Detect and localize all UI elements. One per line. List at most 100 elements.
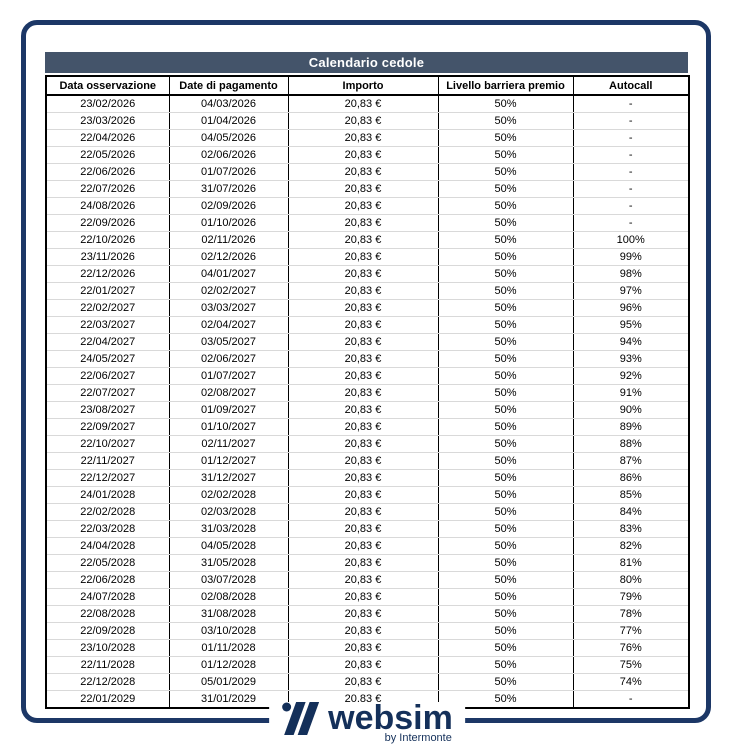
table-row: 22/06/2028 03/07/2028 20,83 € 50% 80% — [45, 571, 690, 589]
cell-data-osservazione: 22/12/2027 — [45, 469, 170, 487]
cell-importo: 20,83 € — [287, 622, 439, 640]
table-row: 22/02/2028 02/03/2028 20,83 € 50% 84% — [45, 503, 690, 521]
cell-barriera-premio: 50% — [437, 350, 574, 368]
cell-barriera-premio: 50% — [437, 503, 574, 521]
cell-importo: 20,83 € — [287, 316, 439, 334]
table-row: 23/08/2027 01/09/2027 20,83 € 50% 90% — [45, 401, 690, 419]
cell-importo: 20,83 € — [287, 469, 439, 487]
cell-data-osservazione: 22/04/2027 — [45, 333, 170, 351]
cell-data-osservazione: 22/01/2029 — [45, 690, 170, 708]
table-row: 22/04/2027 03/05/2027 20,83 € 50% 94% — [45, 333, 690, 351]
cell-data-osservazione: 22/05/2028 — [45, 554, 170, 572]
cell-importo: 20,83 € — [287, 656, 439, 674]
cell-importo: 20,83 € — [287, 299, 439, 317]
cell-data-osservazione: 23/11/2026 — [45, 248, 170, 266]
cell-autocall: - — [572, 129, 690, 147]
table-row: 24/04/2028 04/05/2028 20,83 € 50% 82% — [45, 537, 690, 555]
cell-barriera-premio: 50% — [437, 452, 574, 470]
cell-data-osservazione: 22/06/2027 — [45, 367, 170, 385]
cell-autocall: - — [572, 112, 690, 130]
table-row: 22/06/2027 01/07/2027 20,83 € 50% 92% — [45, 367, 690, 385]
table-row: 22/11/2027 01/12/2027 20,83 € 50% 87% — [45, 452, 690, 470]
table-row: 22/01/2027 02/02/2027 20,83 € 50% 97% — [45, 282, 690, 300]
cell-data-osservazione: 24/01/2028 — [45, 486, 170, 504]
header-row: Data osservazione Date di pagamento Impo… — [45, 76, 690, 96]
cell-date-pagamento: 02/09/2026 — [168, 197, 289, 215]
cell-autocall: 94% — [572, 333, 690, 351]
cell-importo: 20,83 € — [287, 146, 439, 164]
table-row: 22/05/2028 31/05/2028 20,83 € 50% 81% — [45, 554, 690, 572]
cell-barriera-premio: 50% — [437, 146, 574, 164]
cell-date-pagamento: 02/04/2027 — [168, 316, 289, 334]
cell-date-pagamento: 05/01/2029 — [168, 673, 289, 691]
cell-autocall: 76% — [572, 639, 690, 657]
cell-autocall: - — [572, 146, 690, 164]
cell-date-pagamento: 04/05/2026 — [168, 129, 289, 147]
cell-date-pagamento: 04/01/2027 — [168, 265, 289, 283]
cell-importo: 20,83 € — [287, 265, 439, 283]
table-row: 22/12/2026 04/01/2027 20,83 € 50% 98% — [45, 265, 690, 283]
cell-importo: 20,83 € — [287, 486, 439, 504]
table-row: 22/02/2027 03/03/2027 20,83 € 50% 96% — [45, 299, 690, 317]
cell-data-osservazione: 24/08/2026 — [45, 197, 170, 215]
websim-logo: websim by Intermonte — [269, 701, 465, 744]
cell-barriera-premio: 50% — [437, 418, 574, 436]
cell-barriera-premio: 50% — [437, 282, 574, 300]
coupon-table: Data osservazione Date di pagamento Impo… — [45, 75, 690, 709]
table-row: 22/05/2026 02/06/2026 20,83 € 50% - — [45, 146, 690, 164]
cell-importo: 20,83 € — [287, 605, 439, 623]
cell-importo: 20,83 € — [287, 503, 439, 521]
cell-autocall: 93% — [572, 350, 690, 368]
cell-autocall: 82% — [572, 537, 690, 555]
cell-autocall: 100% — [572, 231, 690, 249]
cell-importo: 20,83 € — [287, 571, 439, 589]
table-row: 24/05/2027 02/06/2027 20,83 € 50% 93% — [45, 350, 690, 368]
table-row: 22/10/2027 02/11/2027 20,83 € 50% 88% — [45, 435, 690, 453]
cell-importo: 20,83 € — [287, 401, 439, 419]
cell-autocall: 90% — [572, 401, 690, 419]
cell-date-pagamento: 03/03/2027 — [168, 299, 289, 317]
cell-date-pagamento: 01/10/2027 — [168, 418, 289, 436]
column-header-autocall: Autocall — [572, 76, 690, 96]
cell-date-pagamento: 31/12/2027 — [168, 469, 289, 487]
table-row: 22/03/2027 02/04/2027 20,83 € 50% 95% — [45, 316, 690, 334]
cell-data-osservazione: 22/02/2028 — [45, 503, 170, 521]
cell-date-pagamento: 01/04/2026 — [168, 112, 289, 130]
cell-autocall: 86% — [572, 469, 690, 487]
cell-barriera-premio: 50% — [437, 520, 574, 538]
cell-importo: 20,83 € — [287, 554, 439, 572]
table-row: 24/01/2028 02/02/2028 20,83 € 50% 85% — [45, 486, 690, 504]
cell-data-osservazione: 22/06/2026 — [45, 163, 170, 181]
cell-data-osservazione: 22/03/2027 — [45, 316, 170, 334]
cell-barriera-premio: 50% — [437, 112, 574, 130]
table-row: 22/09/2028 03/10/2028 20,83 € 50% 77% — [45, 622, 690, 640]
cell-data-osservazione: 22/04/2026 — [45, 129, 170, 147]
table-row: 22/09/2027 01/10/2027 20,83 € 50% 89% — [45, 418, 690, 436]
cell-autocall: 79% — [572, 588, 690, 606]
table-row: 23/11/2026 02/12/2026 20,83 € 50% 99% — [45, 248, 690, 266]
cell-barriera-premio: 50% — [437, 248, 574, 266]
cell-barriera-premio: 50% — [437, 639, 574, 657]
cell-autocall: 77% — [572, 622, 690, 640]
table-row: 22/10/2026 02/11/2026 20,83 € 50% 100% — [45, 231, 690, 249]
cell-barriera-premio: 50% — [437, 486, 574, 504]
cell-importo: 20,83 € — [287, 214, 439, 232]
cell-autocall: 88% — [572, 435, 690, 453]
cell-data-osservazione: 22/01/2027 — [45, 282, 170, 300]
cell-data-osservazione: 22/12/2028 — [45, 673, 170, 691]
cell-date-pagamento: 02/06/2027 — [168, 350, 289, 368]
cell-autocall: 98% — [572, 265, 690, 283]
cell-autocall: 99% — [572, 248, 690, 266]
cell-autocall: 85% — [572, 486, 690, 504]
cell-data-osservazione: 23/02/2026 — [45, 95, 170, 113]
cell-autocall: 89% — [572, 418, 690, 436]
cell-date-pagamento: 02/08/2028 — [168, 588, 289, 606]
cell-date-pagamento: 31/07/2026 — [168, 180, 289, 198]
cell-data-osservazione: 22/07/2027 — [45, 384, 170, 402]
cell-autocall: 80% — [572, 571, 690, 589]
cell-date-pagamento: 03/10/2028 — [168, 622, 289, 640]
cell-barriera-premio: 50% — [437, 656, 574, 674]
cell-importo: 20,83 € — [287, 537, 439, 555]
cell-data-osservazione: 22/09/2026 — [45, 214, 170, 232]
cell-importo: 20,83 € — [287, 367, 439, 385]
